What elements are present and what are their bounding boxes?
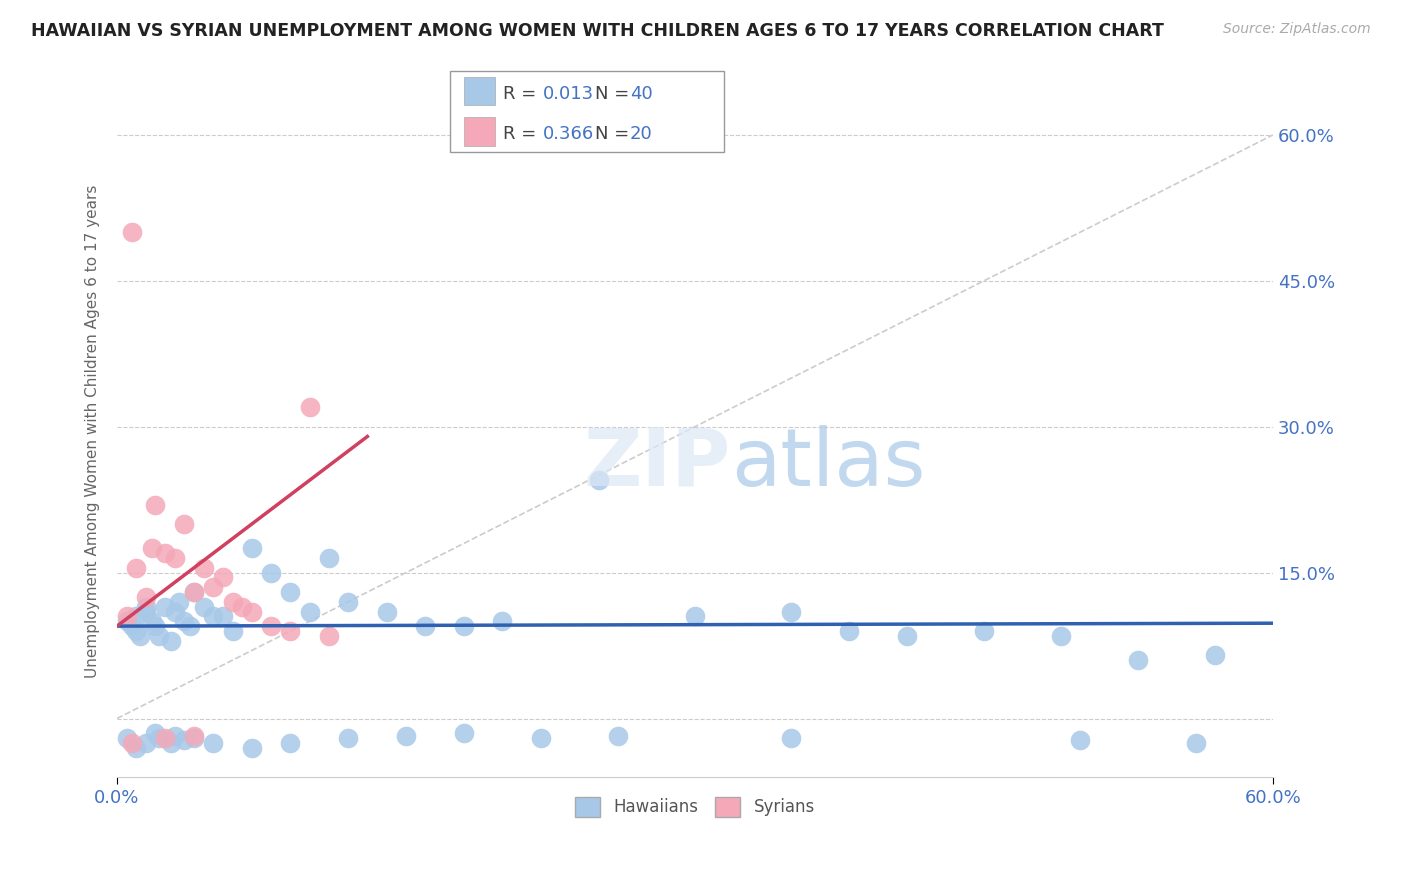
Point: [179, 619, 201, 633]
Point: [148, 731, 170, 745]
Point: [125, 561, 148, 575]
Text: N =: N =: [595, 85, 634, 103]
Text: HAWAIIAN VS SYRIAN UNEMPLOYMENT AMONG WOMEN WITH CHILDREN AGES 6 TO 17 YEARS COR: HAWAIIAN VS SYRIAN UNEMPLOYMENT AMONG WO…: [31, 22, 1164, 40]
Point: [240, 541, 263, 556]
Point: [780, 731, 803, 745]
Point: [1126, 653, 1149, 667]
Point: [780, 605, 803, 619]
Text: 0.013: 0.013: [543, 85, 593, 103]
Point: [318, 629, 340, 643]
Point: [896, 629, 918, 643]
Point: [183, 585, 205, 599]
Point: [375, 605, 398, 619]
Point: [530, 731, 553, 745]
Text: Source: ZipAtlas.com: Source: ZipAtlas.com: [1223, 22, 1371, 37]
Point: [212, 570, 235, 584]
Text: R =: R =: [503, 85, 543, 103]
Point: [337, 731, 360, 745]
Point: [298, 401, 321, 415]
Point: [1050, 629, 1073, 643]
Point: [1069, 732, 1091, 747]
Point: [318, 551, 340, 566]
Point: [115, 609, 138, 624]
Point: [413, 619, 436, 633]
Legend: Hawaiians, Syrians: Hawaiians, Syrians: [568, 790, 821, 824]
Point: [193, 561, 215, 575]
Point: [121, 619, 143, 633]
Point: [212, 609, 235, 624]
Point: [337, 595, 360, 609]
Point: [298, 605, 321, 619]
Point: [125, 740, 148, 755]
Point: [167, 595, 190, 609]
Point: [183, 731, 205, 745]
Point: [183, 585, 205, 599]
Point: [125, 609, 148, 624]
Point: [153, 599, 176, 614]
Point: [1204, 648, 1226, 663]
Point: [231, 599, 253, 614]
Text: N =: N =: [595, 125, 634, 143]
Point: [141, 541, 163, 556]
Point: [395, 729, 418, 743]
Point: [145, 498, 167, 512]
Point: [240, 740, 263, 755]
Point: [183, 729, 205, 743]
Text: R =: R =: [503, 125, 543, 143]
Text: 0.366: 0.366: [543, 125, 593, 143]
Point: [153, 546, 176, 560]
Point: [173, 516, 195, 531]
Point: [160, 736, 183, 750]
Text: 20: 20: [630, 125, 652, 143]
Point: [115, 731, 138, 745]
Point: [683, 609, 706, 624]
Point: [240, 605, 263, 619]
Point: [260, 619, 283, 633]
Point: [453, 726, 475, 740]
Point: [202, 736, 225, 750]
Point: [121, 736, 143, 750]
Point: [973, 624, 995, 638]
Point: [121, 225, 143, 239]
Point: [135, 599, 157, 614]
Point: [125, 624, 148, 638]
Point: [141, 614, 163, 628]
Point: [135, 736, 157, 750]
Point: [148, 629, 170, 643]
Point: [278, 585, 301, 599]
Point: [135, 605, 157, 619]
Point: [491, 614, 513, 628]
Point: [129, 629, 152, 643]
Point: [260, 566, 283, 580]
Point: [221, 624, 243, 638]
Point: [173, 732, 195, 747]
Text: atlas: atlas: [731, 425, 925, 503]
Point: [221, 595, 243, 609]
Point: [193, 599, 215, 614]
Point: [115, 614, 138, 628]
Point: [145, 619, 167, 633]
Point: [160, 633, 183, 648]
Point: [163, 605, 186, 619]
Point: [173, 614, 195, 628]
Point: [153, 731, 176, 745]
Point: [163, 729, 186, 743]
Point: [202, 580, 225, 594]
Text: 40: 40: [630, 85, 652, 103]
Point: [202, 609, 225, 624]
Point: [1184, 736, 1206, 750]
Y-axis label: Unemployment Among Women with Children Ages 6 to 17 years: Unemployment Among Women with Children A…: [86, 185, 100, 678]
Point: [606, 729, 628, 743]
Point: [278, 624, 301, 638]
Point: [163, 551, 186, 566]
Text: ZIP: ZIP: [583, 425, 731, 503]
Point: [588, 473, 610, 487]
Point: [145, 726, 167, 740]
Point: [278, 736, 301, 750]
Point: [135, 590, 157, 604]
Point: [838, 624, 860, 638]
Point: [453, 619, 475, 633]
